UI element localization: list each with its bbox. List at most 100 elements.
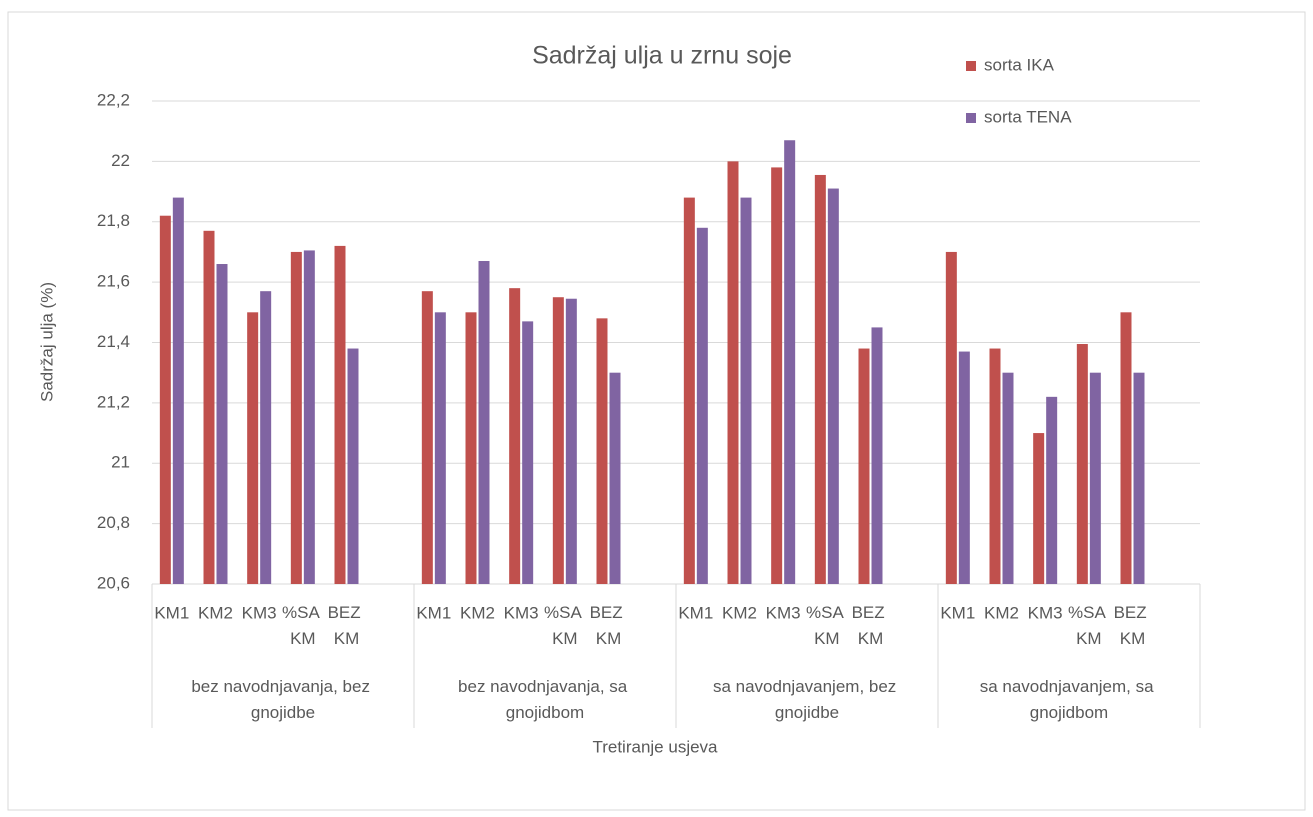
bar [260, 291, 272, 584]
label-line: %SA [806, 603, 848, 622]
bar [771, 167, 783, 584]
bar [478, 260, 490, 584]
legend-label: sorta TENA [984, 107, 1072, 126]
label-line: BEZ [1114, 603, 1152, 622]
x-tick-label: %SA KM [544, 603, 586, 648]
x-tick-label: KM1 [154, 603, 189, 622]
y-axis-label: Sadržaj ulja (%) [37, 282, 56, 402]
y-tick-label: 21,4 [97, 332, 130, 351]
x-tick-label: KM3 [242, 603, 277, 622]
group-label: bez navodnjavanja, bez gnojidbe [191, 677, 374, 722]
x-tick-label: BEZ KM [1114, 603, 1152, 648]
x-tick-label: %SA KM [1068, 603, 1110, 648]
y-tick-label: 22 [111, 151, 130, 170]
bar [1033, 433, 1045, 584]
bar [683, 197, 695, 584]
legend-label: sorta IKA [984, 55, 1055, 74]
bar [1120, 312, 1132, 584]
bar [827, 188, 839, 584]
bar [216, 264, 228, 584]
bar [347, 348, 359, 584]
label-line: bez navodnjavanja, sa [458, 677, 632, 696]
bar [696, 227, 708, 584]
bar [989, 348, 1001, 584]
label-line: KM [1076, 629, 1102, 648]
x-tick-label: KM3 [1028, 603, 1063, 622]
label-line: bez navodnjavanja, bez [191, 677, 374, 696]
x-tick-label: %SA KM [282, 603, 324, 648]
y-tick-label: 21 [111, 453, 130, 472]
bar [784, 140, 796, 584]
x-tick-label: KM1 [678, 603, 713, 622]
label-line: gnojidbe [775, 703, 839, 722]
bar [596, 318, 608, 584]
bar [565, 298, 577, 584]
y-tick-label: 21,6 [97, 272, 130, 291]
label-line: gnojidbom [506, 703, 584, 722]
bar [509, 288, 521, 584]
bar [334, 245, 346, 584]
label-line: %SA [544, 603, 586, 622]
bar [552, 297, 564, 584]
x-tick-label: KM2 [722, 603, 757, 622]
x-tick-label: KM1 [416, 603, 451, 622]
bar [290, 251, 302, 584]
bar [203, 230, 215, 584]
x-tick-label: KM2 [198, 603, 233, 622]
y-tick-label: 20,8 [97, 513, 130, 532]
label-line: KM [334, 629, 360, 648]
bar [727, 161, 739, 584]
bar [172, 197, 184, 584]
label-line: %SA [282, 603, 324, 622]
label-line: KM [596, 629, 622, 648]
bar [522, 321, 534, 584]
group-label: sa navodnjavanjem, bez gnojidbe [713, 677, 901, 722]
bar [609, 372, 621, 584]
bar [814, 174, 826, 584]
label-line: KM [814, 629, 840, 648]
bar [1046, 396, 1058, 584]
x-tick-label: KM1 [940, 603, 975, 622]
bar [958, 351, 970, 584]
bar [247, 312, 259, 584]
x-tick-label: %SA KM [806, 603, 848, 648]
legend-swatch [966, 61, 976, 71]
label-line: KM [858, 629, 884, 648]
x-tick-label: KM2 [460, 603, 495, 622]
bar [1089, 372, 1101, 584]
y-tick-label: 20,6 [97, 573, 130, 592]
bar [1002, 372, 1014, 584]
bar [740, 197, 752, 584]
label-line: %SA [1068, 603, 1110, 622]
bar [871, 327, 883, 584]
bar [1133, 372, 1145, 584]
x-tick-label: KM3 [504, 603, 539, 622]
bar [434, 312, 446, 584]
x-tick-label: BEZ KM [852, 603, 890, 648]
bar [465, 312, 477, 584]
label-line: KM [1120, 629, 1146, 648]
x-tick-label: KM2 [984, 603, 1019, 622]
label-line: sa navodnjavanjem, sa [980, 677, 1159, 696]
bar [159, 215, 171, 584]
x-tick-label: BEZ KM [590, 603, 628, 648]
label-line: BEZ [328, 603, 366, 622]
label-line: sa navodnjavanjem, bez [713, 677, 901, 696]
label-line: BEZ [590, 603, 628, 622]
bar [945, 251, 957, 584]
x-tick-label: BEZ KM [328, 603, 366, 648]
y-tick-label: 21,8 [97, 211, 130, 230]
label-line: KM [290, 629, 316, 648]
group-label: bez navodnjavanja, sa gnojidbom [458, 677, 632, 722]
bar [1076, 344, 1088, 584]
x-axis-label: Tretiranje usjeva [592, 737, 718, 756]
label-line: BEZ [852, 603, 890, 622]
y-tick-label: 21,2 [97, 392, 130, 411]
chart-title: Sadržaj ulja u zrnu soje [532, 42, 792, 70]
y-tick-label: 22,2 [97, 90, 130, 109]
legend-swatch [966, 113, 976, 123]
bar [858, 348, 870, 584]
bar [303, 250, 315, 584]
label-line: gnojidbom [1030, 703, 1108, 722]
